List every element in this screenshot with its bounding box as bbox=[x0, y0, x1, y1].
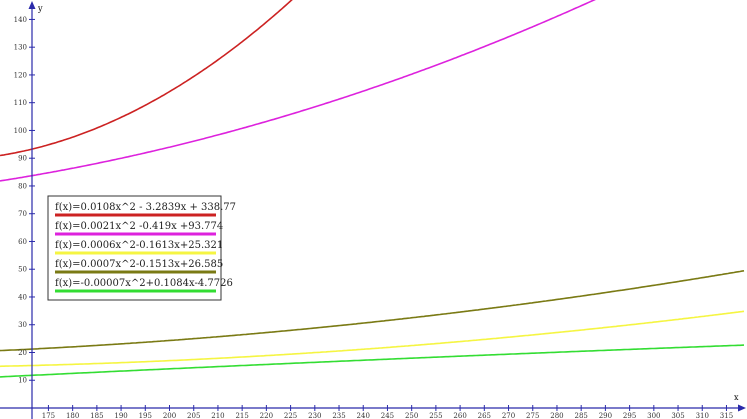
x-tick-label: 255 bbox=[429, 412, 442, 419]
y-tick-label: 20 bbox=[18, 349, 27, 357]
x-tick-label: 265 bbox=[478, 412, 491, 419]
legend-label-1: f(x)=0.0108x^2 - 3.2839x + 338.77 bbox=[55, 202, 236, 213]
x-tick-label: 250 bbox=[405, 412, 418, 419]
x-tick-label: 235 bbox=[332, 412, 345, 419]
y-tick-label: 130 bbox=[14, 44, 27, 52]
x-tick-label: 260 bbox=[453, 412, 466, 419]
y-tick-label: 120 bbox=[14, 71, 27, 79]
series-line-4 bbox=[0, 270, 745, 352]
x-tick-label: 215 bbox=[235, 412, 248, 419]
legend-label-2: f(x)=0.0021x^2 -0.419x +93.774 bbox=[55, 221, 223, 232]
x-tick-label: 225 bbox=[284, 412, 297, 419]
y-tick-label: 100 bbox=[14, 127, 27, 135]
x-tick-label: 210 bbox=[211, 412, 224, 419]
curves-layer bbox=[0, 0, 745, 378]
x-tick-label: 290 bbox=[599, 412, 612, 419]
y-axis-arrow bbox=[28, 1, 36, 9]
x-tick-label: 295 bbox=[623, 412, 636, 419]
y-tick-label: 40 bbox=[18, 293, 27, 301]
x-tick-label: 230 bbox=[308, 412, 321, 419]
legend-label-3: f(x)=0.0006x^2-0.1613x+25.321 bbox=[55, 240, 223, 251]
y-tick-label: 110 bbox=[14, 99, 27, 107]
x-ticks: 175 180 185 190 195 200 205 210 215 220 225 230 235 2… bbox=[42, 405, 733, 419]
x-axis-title: x bbox=[734, 393, 739, 402]
x-tick-label: 285 bbox=[574, 412, 587, 419]
legend-label-5: f(x)=-0.00007x^2+0.1084x-4.7726 bbox=[55, 278, 233, 289]
x-tick-label: 220 bbox=[260, 412, 273, 419]
x-tick-label: 270 bbox=[502, 412, 515, 419]
x-tick-label: 280 bbox=[550, 412, 563, 419]
x-tick-label: 245 bbox=[381, 412, 394, 419]
series-line-5 bbox=[0, 344, 745, 378]
y-ticks: 10 20 30 40 50 60 70 80 90 100 110 120 130 140 bbox=[14, 16, 35, 385]
y-tick-label: 70 bbox=[18, 210, 27, 218]
x-tick-label: 195 bbox=[139, 412, 152, 419]
x-tick-label: 200 bbox=[163, 412, 176, 419]
y-tick-label: 90 bbox=[18, 155, 27, 163]
x-tick-label: 205 bbox=[187, 412, 200, 419]
x-tick-label: 310 bbox=[696, 412, 709, 419]
legend-items: f(x)=0.0108x^2 - 3.2839x + 338.77 f(x)=0.… bbox=[55, 202, 236, 293]
x-tick-label: 305 bbox=[671, 412, 684, 419]
x-tick-label: 315 bbox=[720, 412, 733, 419]
x-tick-label: 275 bbox=[526, 412, 539, 419]
series-line-1 bbox=[0, 0, 293, 157]
y-tick-label: 140 bbox=[14, 16, 27, 24]
x-tick-label: 175 bbox=[42, 412, 55, 419]
x-axis-arrow bbox=[738, 404, 746, 412]
x-tick-label: 300 bbox=[647, 412, 660, 419]
y-tick-label: 60 bbox=[18, 238, 27, 246]
legend: f(x)=0.0108x^2 - 3.2839x + 338.77 f(x)=0.… bbox=[47, 195, 236, 301]
legend-label-4: f(x)=0.0007x^2-0.1513x+26.585 bbox=[55, 259, 223, 270]
x-tick-label: 185 bbox=[90, 412, 103, 419]
y-tick-label: 10 bbox=[18, 377, 27, 385]
y-tick-label: 30 bbox=[18, 321, 27, 329]
series-line-2 bbox=[0, 0, 596, 182]
series-line-3 bbox=[0, 310, 745, 368]
y-tick-label: 50 bbox=[18, 266, 27, 274]
x-tick-label: 240 bbox=[357, 412, 370, 419]
x-tick-label: 180 bbox=[66, 412, 79, 419]
x-tick-label: 190 bbox=[114, 412, 127, 419]
y-axis-title: y bbox=[37, 4, 43, 13]
y-tick-label: 80 bbox=[18, 182, 27, 190]
legend-box bbox=[47, 195, 222, 301]
